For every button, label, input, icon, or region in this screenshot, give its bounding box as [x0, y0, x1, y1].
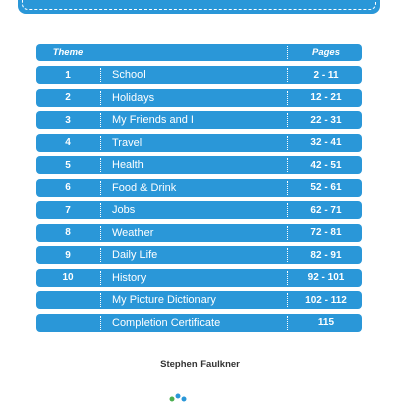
- table-row: 4 Travel 32 - 41: [36, 133, 362, 152]
- table-row: 7 Jobs 62 - 71: [36, 201, 362, 219]
- theme-name: Weather: [112, 226, 154, 239]
- page-range: 92 - 101: [307, 272, 345, 283]
- theme-name: My Picture Dictionary: [112, 294, 216, 306]
- theme-number: 1: [65, 69, 71, 81]
- table-row: 10 History 92 - 101: [36, 268, 362, 287]
- page-range: 32 - 41: [310, 137, 342, 148]
- page-range: 72 - 81: [310, 227, 342, 238]
- column-divider: [100, 248, 101, 262]
- theme-name: Food & Drink: [112, 181, 177, 194]
- publisher-logo-icon: [169, 393, 187, 402]
- page-range: 62 - 71: [310, 204, 342, 216]
- page-range: 42 - 51: [310, 159, 342, 171]
- theme-name: My Friends and I: [112, 114, 194, 126]
- column-divider: [287, 68, 288, 82]
- column-divider: [100, 90, 101, 105]
- page-range: 102 - 112: [305, 294, 347, 306]
- table-row: 8 Weather 72 - 81: [36, 223, 362, 242]
- page-range: 115: [317, 317, 335, 328]
- theme-number: [36, 291, 100, 309]
- table-row: 9 Daily Life 82 - 91: [36, 246, 362, 264]
- table-row: My Picture Dictionary 102 - 112: [36, 291, 362, 309]
- column-divider: [100, 203, 101, 217]
- table-row: 5 Health 42 - 51: [36, 156, 362, 174]
- theme-name: Health: [112, 159, 144, 171]
- column-divider: [100, 135, 101, 150]
- theme-number: [36, 314, 100, 332]
- column-divider: [100, 225, 101, 240]
- theme-name: Completion Certificate: [112, 316, 221, 329]
- theme-number: 8: [65, 227, 71, 238]
- theme-name: Jobs: [112, 204, 136, 216]
- theme-name: History: [112, 271, 147, 284]
- column-divider: [100, 293, 101, 307]
- column-divider: [287, 248, 288, 262]
- table-row: 1 School 2 - 11: [36, 66, 362, 84]
- page-range: 2 - 11: [313, 69, 339, 81]
- page-range: 12 - 21: [310, 92, 342, 103]
- column-divider: [287, 180, 288, 195]
- column-divider: [287, 270, 288, 285]
- page-range: 82 - 91: [310, 249, 342, 261]
- theme-header: Theme: [52, 47, 84, 58]
- column-divider: [100, 113, 101, 127]
- theme-name: Holidays: [112, 91, 155, 104]
- column-divider: [287, 203, 288, 217]
- table-header: Theme Pages: [36, 44, 362, 61]
- theme-number: 4: [65, 137, 71, 148]
- page-range: 52 - 61: [310, 182, 342, 193]
- theme-number: 10: [62, 272, 74, 283]
- theme-name: Daily Life: [112, 249, 158, 261]
- pages-header: Pages: [312, 47, 340, 58]
- theme-number: 7: [65, 204, 71, 216]
- theme-name: Travel: [112, 136, 143, 149]
- column-divider: [287, 315, 288, 330]
- theme-number: 6: [65, 182, 71, 193]
- theme-number: 2: [65, 92, 71, 103]
- top-frame: [18, 0, 380, 14]
- column-divider: [287, 158, 288, 172]
- column-divider: [100, 270, 101, 285]
- table-row: 2 Holidays 12 - 21: [36, 88, 362, 107]
- column-divider: [287, 225, 288, 240]
- column-divider: [100, 315, 101, 330]
- column-divider: [287, 46, 288, 59]
- theme-name: School: [112, 69, 146, 81]
- theme-number: 5: [65, 159, 71, 171]
- table-row: Completion Certificate 115: [36, 313, 362, 332]
- top-frame-border: [22, 0, 376, 10]
- theme-number: 9: [65, 249, 71, 261]
- table-rows: 1 School 2 - 11 2 Holidays 12 - 21 3 My Friends…: [36, 66, 362, 332]
- table-row: 6 Food & Drink 52 - 61: [36, 178, 362, 197]
- author-name: Stephen Faulkner: [160, 359, 240, 370]
- theme-number: 3: [65, 114, 71, 126]
- page-range: 22 - 31: [310, 114, 342, 126]
- column-divider: [287, 135, 288, 150]
- column-divider: [287, 113, 288, 127]
- contents-table: Theme Pages 1 School 2 - 11 2 Holidays 12 - 2…: [36, 44, 362, 336]
- column-divider: [287, 293, 288, 307]
- column-divider: [100, 68, 101, 82]
- column-divider: [100, 158, 101, 172]
- column-divider: [287, 90, 288, 105]
- table-row: 3 My Friends and I 22 - 31: [36, 111, 362, 129]
- column-divider: [100, 180, 101, 195]
